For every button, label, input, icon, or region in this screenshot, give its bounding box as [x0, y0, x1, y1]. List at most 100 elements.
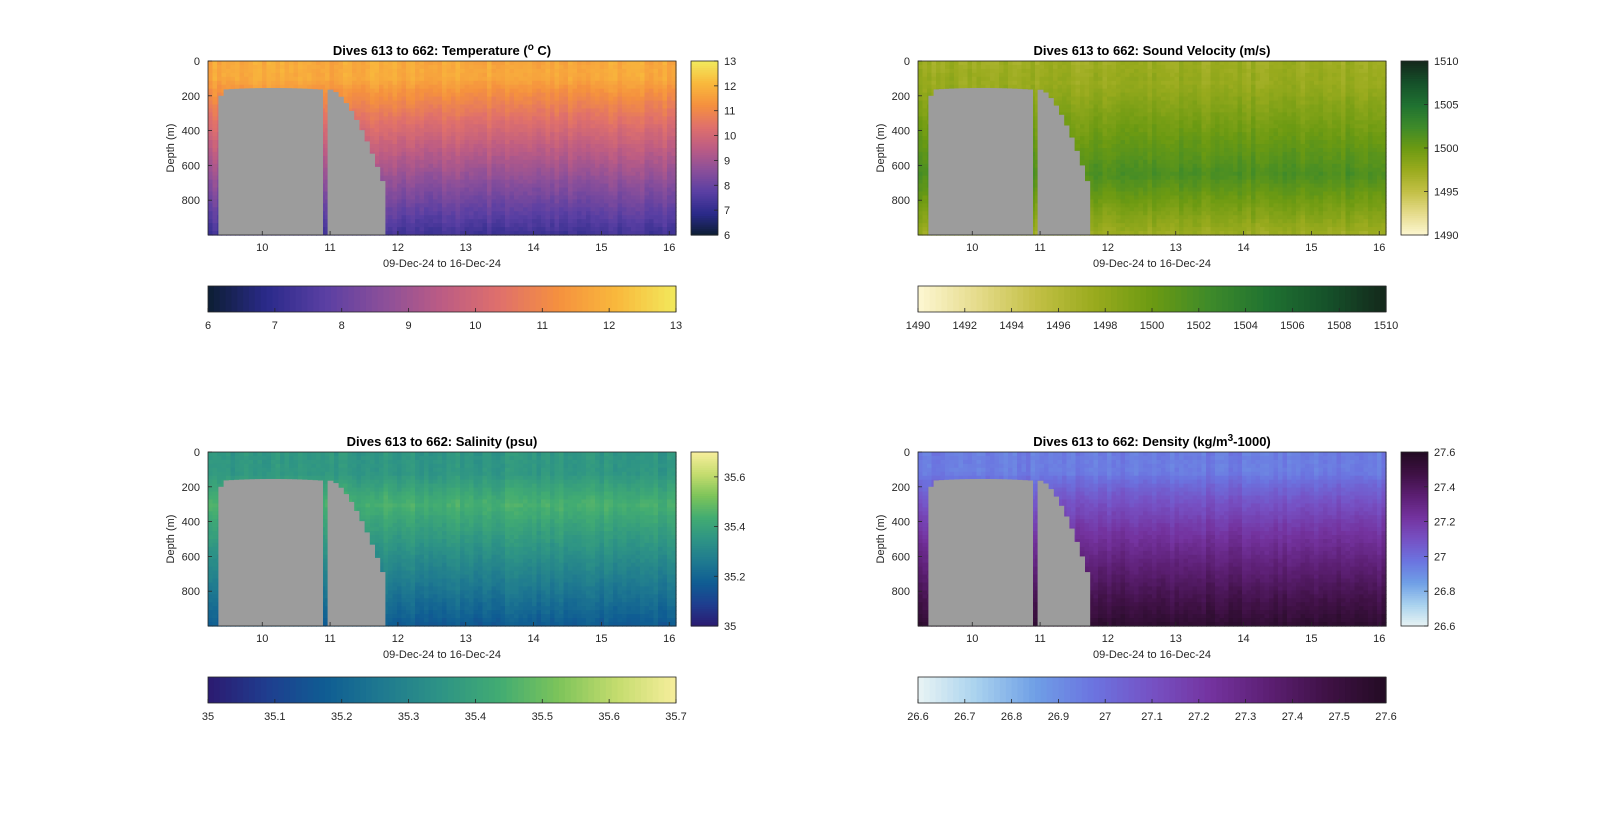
heatmap-cell	[500, 144, 506, 149]
heatmap-cell	[496, 140, 502, 145]
heatmap-cell	[451, 64, 457, 70]
heatmap-cell	[559, 104, 565, 110]
heatmap-cell	[595, 72, 601, 78]
heatmap-cell	[644, 167, 650, 173]
heatmap-cell	[500, 128, 506, 133]
heatmap-cell	[320, 144, 326, 149]
heatmap-cell	[563, 136, 569, 141]
heatmap-cell	[518, 124, 524, 129]
heatmap-cell	[212, 132, 218, 137]
heatmap-cell	[320, 100, 326, 106]
heatmap-cell	[469, 132, 475, 137]
heatmap-cell	[487, 104, 493, 110]
heatmap-cell	[649, 144, 655, 149]
heatmap-cell	[658, 100, 664, 106]
heatmap-cell	[406, 155, 412, 161]
heatmap-cell	[640, 148, 646, 153]
colorbar-segment	[691, 121, 718, 125]
heatmap-cell	[581, 179, 587, 185]
heatmap-cell	[667, 148, 673, 153]
heatmap-cell	[550, 203, 556, 208]
heatmap-cell	[590, 183, 596, 189]
heatmap-cell	[509, 171, 515, 177]
heatmap-cell	[514, 171, 520, 177]
heatmap-cell	[406, 68, 412, 74]
heatmap-cell	[649, 92, 655, 98]
heatmap-cell	[622, 175, 628, 181]
heatmap-cell	[397, 171, 403, 177]
heatmap-cell	[545, 112, 551, 117]
heatmap-cell	[406, 76, 412, 82]
heatmap-cell	[545, 203, 551, 208]
heatmap-cell	[451, 61, 457, 66]
heatmap-cell	[527, 183, 533, 189]
heatmap-cell	[338, 64, 344, 70]
heatmap-cell	[631, 96, 637, 102]
heatmap-cell	[922, 203, 928, 208]
heatmap-cell	[532, 215, 538, 220]
heatmap-cell	[365, 68, 371, 74]
heatmap-cell	[410, 96, 416, 102]
heatmap-cell	[608, 72, 614, 78]
heatmap-cell	[500, 120, 506, 125]
heatmap-cell	[271, 84, 277, 90]
heatmap-cell	[514, 231, 520, 236]
heatmap-cell	[208, 211, 214, 216]
heatmap-cell	[415, 132, 421, 137]
heatmap-cell	[640, 187, 646, 193]
colorbar-segment	[691, 200, 718, 203]
heatmap-cell	[554, 223, 560, 228]
heatmap-cell	[338, 61, 344, 66]
heatmap-cell	[442, 219, 448, 224]
heatmap-cell	[590, 207, 596, 212]
heatmap-cell	[374, 84, 380, 90]
heatmap-cell	[608, 215, 614, 220]
heatmap-cell	[464, 227, 470, 232]
heatmap-cell	[361, 92, 367, 98]
heatmap-cell	[343, 92, 349, 98]
heatmap-cell	[509, 231, 515, 236]
heatmap-cell	[433, 183, 439, 189]
heatmap-cell	[577, 191, 583, 197]
heatmap-cell	[667, 219, 673, 224]
heatmap-cell	[559, 92, 565, 98]
heatmap-cell	[590, 159, 596, 165]
heatmap-cell	[581, 148, 587, 153]
heatmap-cell	[509, 159, 515, 165]
heatmap-cell	[320, 195, 326, 200]
heatmap-cell	[635, 120, 641, 125]
heatmap-cell	[437, 183, 443, 189]
mask-column	[280, 88, 287, 235]
heatmap-cell	[266, 68, 272, 74]
heatmap-cell	[482, 61, 488, 66]
heatmap-cell	[550, 215, 556, 220]
heatmap-cell	[325, 159, 331, 165]
heatmap-cell	[433, 148, 439, 153]
heatmap-cell	[401, 61, 407, 66]
heatmap-cell	[918, 191, 924, 197]
heatmap-cell	[446, 100, 452, 106]
heatmap-cell	[631, 104, 637, 110]
heatmap-cell	[374, 159, 380, 165]
heatmap-cell	[370, 144, 376, 149]
heatmap-cell	[581, 183, 587, 189]
heatmap-cell	[586, 203, 592, 208]
heatmap-cell	[424, 128, 430, 133]
heatmap-cell	[532, 140, 538, 145]
heatmap-cell	[460, 187, 466, 193]
heatmap-cell	[352, 72, 358, 78]
heatmap-cell	[446, 183, 452, 189]
heatmap-cell	[599, 148, 605, 153]
heatmap-cell	[671, 231, 677, 236]
heatmap-cell	[554, 179, 560, 185]
heatmap-cell	[392, 112, 398, 117]
heatmap-cell	[514, 132, 520, 137]
heatmap-cell	[622, 144, 628, 149]
heatmap-cell	[410, 179, 416, 185]
heatmap-cell	[361, 61, 367, 66]
heatmap-cell	[410, 132, 416, 137]
mask-column	[291, 88, 297, 235]
heatmap-cell	[550, 179, 556, 185]
heatmap-cell	[595, 96, 601, 102]
heatmap-cell	[455, 144, 461, 149]
